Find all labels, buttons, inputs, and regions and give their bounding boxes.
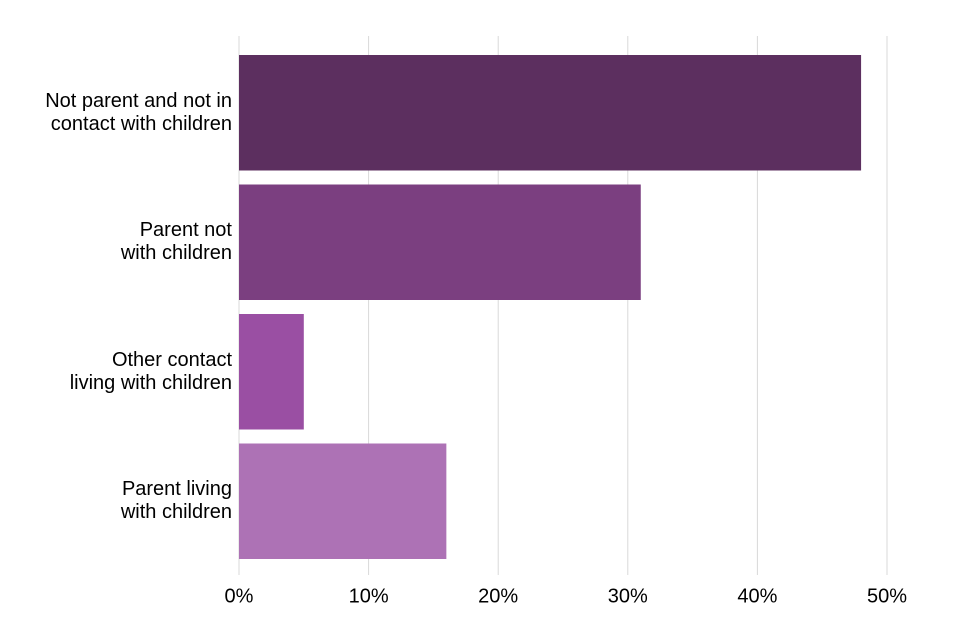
x-tick-label: 30% <box>608 585 648 607</box>
x-tick-label: 10% <box>349 585 389 607</box>
bar <box>239 184 641 300</box>
x-tick-label: 50% <box>867 585 907 607</box>
y-tick-label: Not parent and not in contact with child… <box>45 89 232 135</box>
x-tick-label: 0% <box>225 585 254 607</box>
bar <box>239 55 862 171</box>
bar <box>239 314 304 430</box>
y-tick-label: Parent not with children <box>120 219 232 265</box>
y-tick-label: Other contact living with children <box>69 348 232 394</box>
x-tick-label: 40% <box>737 585 777 607</box>
y-tick-label: Parent living with children <box>120 478 232 524</box>
x-tick-label: 20% <box>478 585 518 607</box>
bar <box>239 443 447 559</box>
